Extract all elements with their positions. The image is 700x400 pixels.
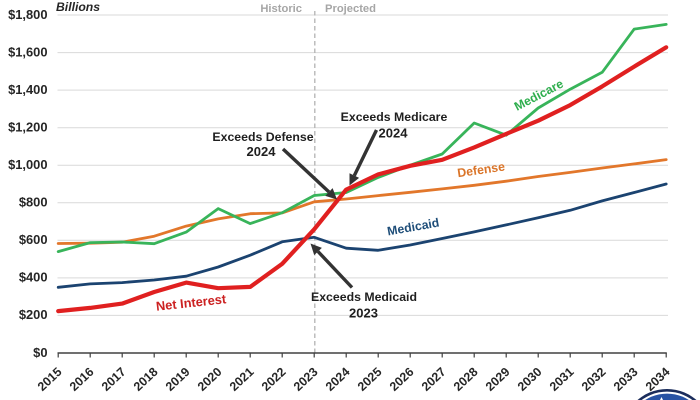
svg-text:2023: 2023 bbox=[349, 306, 378, 321]
svg-text:Billions: Billions bbox=[56, 0, 100, 14]
svg-text:$1,800: $1,800 bbox=[8, 7, 47, 22]
svg-text:Historic: Historic bbox=[260, 3, 302, 15]
svg-text:$400: $400 bbox=[19, 270, 48, 285]
svg-text:$200: $200 bbox=[19, 307, 48, 322]
svg-text:Projected: Projected bbox=[325, 3, 376, 15]
svg-text:Defense: Defense bbox=[456, 159, 506, 180]
svg-text:$0: $0 bbox=[33, 345, 47, 360]
svg-text:$800: $800 bbox=[19, 195, 48, 210]
svg-text:$1,000: $1,000 bbox=[8, 157, 47, 172]
svg-text:$1,400: $1,400 bbox=[8, 82, 47, 97]
svg-text:Exceeds Medicaid: Exceeds Medicaid bbox=[311, 290, 417, 304]
svg-text:2024: 2024 bbox=[247, 144, 277, 159]
svg-text:Exceeds Defense: Exceeds Defense bbox=[212, 130, 313, 144]
svg-text:$600: $600 bbox=[19, 232, 48, 247]
svg-text:$1,600: $1,600 bbox=[8, 44, 47, 59]
svg-text:$1,200: $1,200 bbox=[8, 120, 47, 135]
svg-text:2024: 2024 bbox=[379, 126, 409, 141]
svg-text:Exceeds Medicare: Exceeds Medicare bbox=[341, 110, 448, 124]
